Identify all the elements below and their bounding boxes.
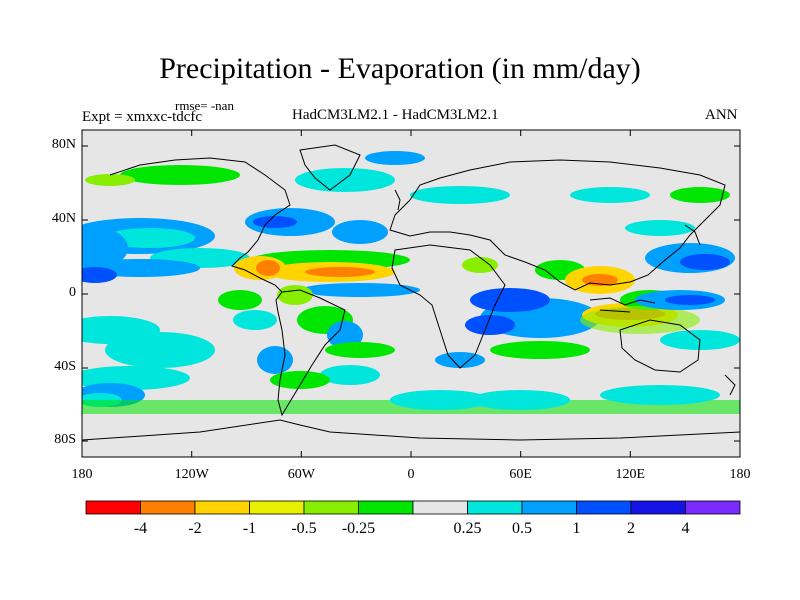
coast-north-america <box>109 157 291 293</box>
colorbar-swatch <box>576 500 632 515</box>
colorbar-label: -4 <box>133 520 148 537</box>
field-blob <box>665 295 715 305</box>
colorbar-label: 4 <box>681 520 690 537</box>
precip-evap-field <box>82 151 740 414</box>
colorbar-swatch <box>249 500 305 515</box>
coast-japan <box>684 224 701 246</box>
colorbar-swatch <box>358 500 414 515</box>
map-field <box>82 130 740 457</box>
coast-greenland <box>299 144 361 191</box>
field-blob <box>270 371 330 389</box>
field-blob <box>82 267 117 283</box>
coast-africa <box>391 244 506 369</box>
colorbar <box>85 500 741 515</box>
field-blob <box>490 341 590 359</box>
model-comparison-label: HadCM3LM2.1 - HadCM3LM2.1 <box>292 107 499 123</box>
rmse-label: rmse= -nan <box>175 98 234 113</box>
coast-new-zealand <box>724 374 736 396</box>
field-blob <box>218 290 262 310</box>
colorbar-swatch <box>630 500 686 515</box>
field-blob <box>105 228 195 248</box>
season-label: ANN <box>705 107 738 123</box>
colorbar-swatch <box>685 500 741 515</box>
field-blob <box>470 390 570 410</box>
field-blob <box>390 390 490 410</box>
colorbar-label: 2 <box>627 520 635 537</box>
field-blob <box>325 342 395 358</box>
field-blob <box>253 216 297 228</box>
plot-title: Precipitation - Evaporation (in mm/day) <box>159 52 641 85</box>
coast-antarctica <box>82 419 740 441</box>
field-blob <box>257 346 293 374</box>
colorbar-swatch <box>194 500 250 515</box>
colorbar-label: -2 <box>188 520 202 537</box>
lat-tick-label: 80S <box>54 432 76 447</box>
field-blob <box>570 187 650 203</box>
lon-tick-label: 180 <box>729 467 751 482</box>
field-blob <box>120 165 240 185</box>
field-blob <box>305 267 375 277</box>
field-blob <box>465 315 515 335</box>
colorbar-label: -0.25 <box>341 520 376 537</box>
coast-indonesia <box>589 297 656 313</box>
colorbar-label: 0.5 <box>512 520 532 537</box>
field-blob <box>233 310 277 330</box>
field-blob <box>365 151 425 165</box>
coastlines <box>82 144 740 441</box>
lat-tick-label: 0 <box>69 285 76 300</box>
colorbar-swatch <box>140 500 196 515</box>
coast-south-america <box>275 289 346 417</box>
field-blob <box>295 168 395 192</box>
colorbar-label: 0.25 <box>453 520 482 537</box>
field-blob <box>410 186 510 204</box>
lon-tick-label: 120W <box>174 467 209 482</box>
experiment-label: Expt = xmxxc-tdcfc <box>82 109 203 125</box>
lon-tick-label: 60E <box>509 467 532 482</box>
field-blob <box>332 220 388 244</box>
field-blob <box>462 257 498 273</box>
field-blob <box>600 385 720 405</box>
colorbar-swatch <box>521 500 577 515</box>
colorbar-label: -0.5 <box>291 520 317 537</box>
field-blob <box>435 352 485 368</box>
coast-uk <box>394 189 401 211</box>
field-blob <box>300 283 420 297</box>
field-blob <box>580 306 700 334</box>
field-blob <box>470 288 550 312</box>
field-blob <box>256 260 280 276</box>
lon-tick-label: 0 <box>407 467 415 482</box>
field-blob <box>85 174 135 186</box>
field-blob <box>277 285 313 305</box>
lat-tick-label: 40N <box>51 211 76 226</box>
lon-tick-label: 120E <box>615 467 646 482</box>
colorbar-label: -1 <box>242 520 257 537</box>
field-blob <box>670 187 730 203</box>
lat-tick-label: 40S <box>54 359 76 374</box>
lat-tick-label: 80N <box>51 137 76 152</box>
field-blob <box>680 254 730 270</box>
colorbar-label: 1 <box>572 520 581 537</box>
field-blob <box>82 228 128 268</box>
field-blob <box>327 321 363 349</box>
lon-tick-label: 180 <box>71 467 93 482</box>
lon-tick-label: 60W <box>287 467 315 482</box>
colorbar-swatch <box>85 500 141 515</box>
field-blob <box>625 220 695 236</box>
coast-eurasia <box>389 159 726 291</box>
colorbar-swatch <box>467 500 523 515</box>
colorbar-swatch <box>303 500 359 515</box>
coast-australia <box>619 319 701 373</box>
colorbar-swatch <box>412 500 468 515</box>
field-blob <box>105 332 215 368</box>
axis-ticks <box>81 130 741 457</box>
field-blob <box>320 365 380 385</box>
